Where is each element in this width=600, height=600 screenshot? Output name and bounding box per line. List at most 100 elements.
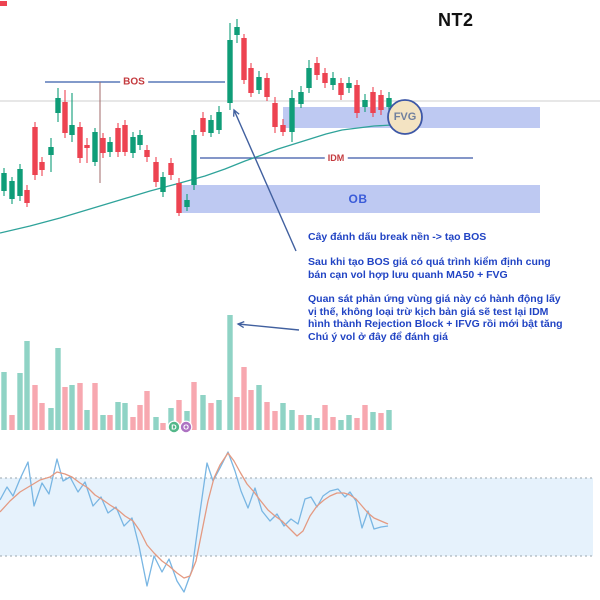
candle-body — [62, 102, 68, 133]
volume-bar — [272, 411, 278, 430]
volume-bar — [208, 403, 214, 430]
volume-bar — [115, 402, 121, 430]
annotation-note-2: Sau khi tạo BOS giá có quá trình kiểm đị… — [308, 256, 551, 281]
candle-body — [330, 78, 336, 85]
candle-body — [122, 125, 128, 152]
volume-bar — [354, 418, 360, 430]
volume-bar — [9, 415, 15, 430]
volume-bar — [55, 348, 61, 430]
volume-bar — [77, 383, 83, 430]
candle-body — [69, 125, 75, 135]
annotation-note-3-line-4: Chú ý vol ở đây để đánh giá — [308, 330, 448, 343]
ob-label: OB — [348, 192, 368, 206]
volume-bar — [39, 403, 45, 430]
candle-body — [248, 68, 254, 93]
volume-bar — [1, 372, 7, 430]
volume-bar — [306, 415, 312, 430]
fvg-label: FVG — [393, 111, 417, 123]
volume-bar — [289, 410, 295, 430]
candle-body — [1, 173, 7, 191]
volume-bar — [69, 385, 75, 430]
volume-bar — [280, 403, 286, 430]
volume-bar — [227, 315, 233, 430]
annotation-note-3-line-2: vị thế, không loại trừ kịch bản giá sẽ t… — [308, 305, 549, 318]
annotation-arrow-1 — [233, 108, 297, 252]
edge-fragments — [0, 1, 7, 6]
volume-bar — [107, 415, 113, 430]
candle-body — [200, 118, 206, 132]
ma50-line — [0, 124, 400, 234]
candle-body — [92, 132, 98, 162]
annotation-note-2-line-2: bán cạn vol hợp lưu quanh MA50 + FVG — [308, 268, 508, 281]
candle-body — [77, 127, 83, 158]
candle-body — [55, 98, 61, 113]
volume-bar — [234, 397, 240, 430]
candle-body — [272, 103, 278, 127]
volume-bar — [338, 420, 344, 430]
candle-body — [289, 98, 295, 132]
volume-bar — [322, 405, 328, 430]
candle-body — [338, 83, 344, 95]
volume-bar — [122, 403, 128, 430]
volume-bar — [184, 411, 190, 430]
volume-bars — [1, 315, 392, 430]
candle-body — [298, 92, 304, 104]
candle-body — [346, 83, 352, 88]
candle-body — [370, 92, 376, 113]
candle-body — [191, 135, 197, 185]
annotation-note-3: Quan sát phản ứng vùng giá này có hành đ… — [308, 293, 563, 343]
volume-bar — [298, 415, 304, 430]
annotation-arrows — [233, 108, 300, 331]
candle-body — [48, 147, 54, 155]
volume-bar — [386, 410, 392, 430]
volume-bar — [248, 390, 254, 430]
oscillator-pane — [0, 451, 593, 593]
volume-bar — [370, 412, 376, 430]
candle-body — [216, 112, 222, 130]
volume-bar — [216, 400, 222, 430]
candle-body — [144, 150, 150, 157]
oscillator-d-line — [0, 452, 389, 579]
event-marker-glyph: D — [171, 423, 177, 432]
candle-body — [107, 142, 113, 152]
candle-body — [234, 27, 240, 35]
ticker-title: NT2 — [438, 10, 474, 30]
volume-bar — [32, 385, 38, 430]
volume-bar — [264, 402, 270, 430]
candle-body — [9, 181, 15, 199]
candle-body — [227, 40, 233, 103]
volume-bar — [176, 400, 182, 430]
candle-body — [137, 135, 143, 145]
volume-bar — [330, 417, 336, 430]
candle-body — [241, 38, 247, 80]
volume-bar — [62, 387, 68, 430]
volume-bar — [362, 405, 368, 430]
annotation-note-1: Cây đánh dấu break nền -> tạo BOS — [308, 231, 487, 243]
volume-bar — [168, 408, 174, 430]
candle-body — [100, 138, 106, 153]
fvg-circle — [387, 99, 423, 135]
volume-bar — [378, 413, 384, 430]
volume-bar — [314, 418, 320, 430]
candle-body — [264, 78, 270, 97]
candle-body — [208, 120, 214, 133]
candle-body — [362, 100, 368, 107]
volume-bar — [346, 415, 352, 430]
bos-label: BOS — [120, 76, 148, 88]
volume-bar — [48, 408, 54, 430]
candle-body — [256, 77, 262, 90]
candle-body — [184, 200, 190, 207]
edge-candle-fragment — [0, 1, 7, 6]
candle-body — [84, 145, 90, 148]
annotation-note-3-line-1: Quan sát phản ứng vùng giá này có hành đ… — [308, 293, 561, 305]
candlesticks — [1, 19, 392, 216]
volume-bar — [100, 415, 106, 430]
volume-bar — [92, 383, 98, 430]
candle-body — [386, 98, 392, 107]
idm-label: IDM — [324, 153, 348, 163]
volume-bar — [241, 367, 247, 430]
candle-body — [306, 68, 312, 88]
candle-body — [322, 73, 328, 83]
